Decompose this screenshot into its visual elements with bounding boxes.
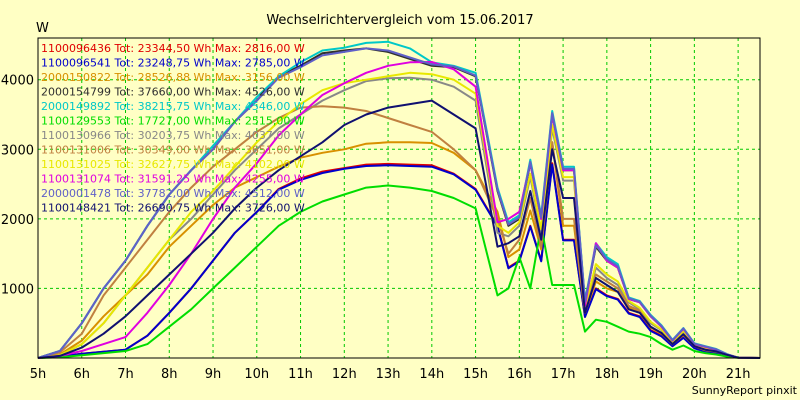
x-tick-label: 13h (376, 367, 401, 382)
x-tick-label: 14h (419, 367, 444, 382)
legend-entry-1100131074: 1100131074 Tot: 31591,25 Wh Max: 4255,00… (41, 173, 305, 186)
x-tick-label: 5h (30, 367, 47, 382)
series-line-1100096541 (37, 163, 761, 359)
series-line-1100148421 (37, 99, 761, 359)
legend-entry-1100096541: 1100096541 Tot: 23248,75 Wh Max: 2785,00… (41, 57, 305, 70)
legend-entry-2000149892: 2000149892 Tot: 38215,75 Wh Max: 4546,00… (41, 100, 305, 113)
x-tick-label: 8h (161, 367, 178, 382)
x-tick-label: 16h (507, 367, 532, 382)
legend-entry-2000154799: 2000154799 Tot: 37660,00 Wh Max: 4526,00… (41, 86, 305, 99)
y-tick-label: 1000 (1, 282, 34, 297)
legend-entry-2000001478: 2000001478 Tot: 37782,00 Wh Max: 4512,00… (41, 187, 305, 200)
series-line-2000001478 (37, 47, 761, 359)
grid-lines (38, 38, 760, 358)
legend-entry-1100148421: 1100148421 Tot: 26690,75 Wh Max: 3726,00… (41, 202, 305, 215)
y-tick-label: 4000 (1, 74, 34, 89)
series-line-1100129553 (37, 184, 761, 359)
plot-frame (37, 37, 761, 359)
legend-entry-2000150822: 2000150822 Tot: 28526,88 Wh Max: 3156,00… (41, 71, 305, 84)
x-tick-label: 17h (551, 367, 576, 382)
x-tick-label: 11h (288, 367, 313, 382)
chart-title: Wechselrichtervergleich vom 15.06.2017 (266, 13, 533, 28)
legend-entry-1100131006: 1100131006 Tot: 30349,00 Wh Max: 3651,00… (41, 144, 305, 157)
footer-credit: SunnyReport pinxit (692, 384, 798, 397)
x-tick-label: 19h (638, 367, 663, 382)
x-tick-label: 20h (682, 367, 707, 382)
legend-entry-1100096436: 1100096436 Tot: 23344,50 Wh Max: 2816,00… (41, 42, 305, 55)
axis-ticks: 5h 6h 7h 8h 9h 10h 11h 12h 13h 14h 15h 16h 17h 18h 19h… (1, 74, 751, 382)
legend-entry-1100129553: 1100129553 Tot: 17727,00 Wh Max: 2515,00… (41, 115, 305, 128)
legend: 1100096436 Tot: 23344,50 Wh Max: 2816,00… (41, 42, 305, 215)
x-tick-label: 9h (205, 367, 222, 382)
x-tick-label: 7h (117, 367, 134, 382)
x-tick-label: 12h (332, 367, 357, 382)
series-lines (37, 40, 761, 359)
legend-entry-1100130966: 1100130966 Tot: 30203,75 Wh Max: 4037,00… (41, 129, 305, 142)
x-tick-label: 10h (244, 367, 269, 382)
legend-entry-1100131025: 1100131025 Tot: 32627,75 Wh Max: 4102,00… (41, 158, 305, 171)
x-tick-label: 6h (73, 367, 90, 382)
series-line-1100131025 (37, 71, 761, 359)
y-tick-label: 2000 (1, 213, 34, 228)
y-tick-label: 3000 (1, 143, 34, 158)
y-axis-label: W (36, 21, 49, 36)
x-tick-label: 21h (726, 367, 751, 382)
x-tick-label: 18h (594, 367, 619, 382)
x-tick-label: 15h (463, 367, 488, 382)
